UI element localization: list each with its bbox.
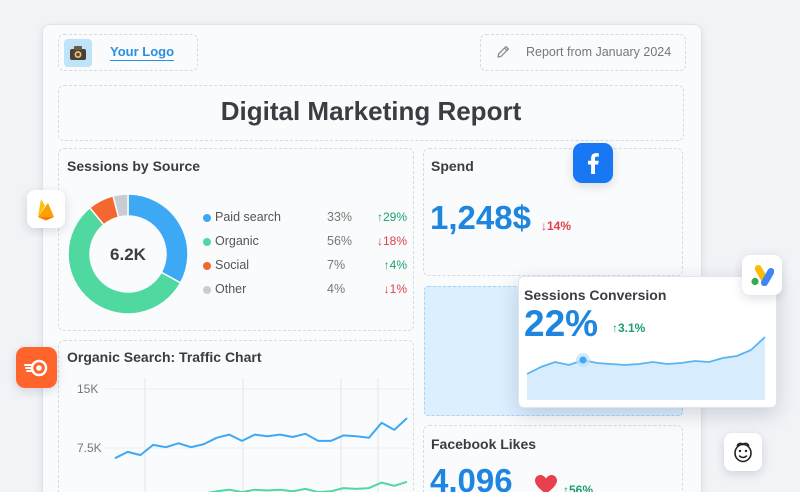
traffic-series-line-2 [176, 480, 408, 492]
google-ads-icon[interactable] [742, 255, 782, 295]
legend-label: Paid search [215, 210, 282, 224]
legend-row: Organic 56% ↓18% [203, 234, 413, 250]
page-title: Digital Marketing Report [220, 96, 522, 126]
sessions-conversion-change: ↑3.1% [612, 321, 646, 335]
facebook-icon[interactable] [573, 143, 613, 183]
facebook-likes-card [423, 425, 683, 492]
logo-text[interactable]: Your Logo [110, 44, 175, 61]
spend-title: Spend [431, 158, 474, 174]
logo-box[interactable] [58, 34, 198, 71]
legend-percent: 56% [327, 234, 353, 248]
donut-slice-other [112, 193, 129, 219]
legend-label: Social [215, 258, 250, 272]
spend-card [423, 148, 683, 276]
y-tick-7-5k: 7.5K [77, 441, 102, 455]
legend-row: Other 4% ↓1% [203, 282, 413, 298]
legend-color-dot [203, 214, 211, 222]
legend-change: ↓18% [376, 234, 407, 248]
sessions-total: 6.2K [110, 245, 147, 264]
sparkline-area [527, 337, 765, 400]
legend-label: Other [215, 282, 247, 296]
sessions-conversion-title: Sessions Conversion [524, 287, 667, 303]
heart-icon [535, 475, 557, 492]
legend-color-dot [203, 286, 211, 294]
sessions-conversion-value: 22% [524, 303, 599, 344]
facebook-likes-title: Facebook Likes [431, 436, 537, 452]
legend-change: ↑4% [383, 258, 407, 272]
pencil-icon[interactable] [495, 44, 511, 60]
sessions-by-source-title: Sessions by Source [67, 158, 201, 174]
title-box [58, 85, 684, 141]
legend-change: ↑29% [376, 210, 407, 224]
report-date-box[interactable] [480, 34, 686, 71]
legend-change: ↓1% [383, 282, 407, 296]
report-date: Report from January 2024 [526, 45, 672, 59]
legend-color-dot [203, 238, 211, 246]
sessions-conversion-sparkline [526, 336, 766, 400]
facebook-likes-value: 4,096 [430, 462, 513, 492]
spend-value: 1,248$ [430, 199, 531, 236]
donut-slice-organic [67, 206, 182, 315]
donut-slice-paid-search [127, 193, 189, 284]
organic-chart-title: Organic Search: Traffic Chart [67, 349, 262, 365]
y-tick-15k: 15K [77, 382, 99, 396]
organic-traffic-chart [105, 378, 410, 492]
mailchimp-icon[interactable] [724, 433, 762, 471]
facebook-likes-change: ↑56% [563, 483, 594, 492]
semrush-icon[interactable] [16, 347, 57, 388]
legend-percent: 7% [327, 258, 346, 272]
sessions-by-source-card [58, 148, 414, 331]
sparkline-hover-point[interactable] [579, 356, 587, 364]
legend-label: Organic [215, 234, 259, 248]
firebase-icon[interactable] [27, 190, 65, 228]
traffic-series-line-1 [114, 417, 408, 460]
sessions-donut-chart: 6.2K [67, 193, 189, 315]
legend-color-dot [203, 262, 211, 270]
photo-icon [64, 39, 92, 67]
legend-percent: 4% [327, 282, 346, 296]
legend-row: Social 7% ↑4% [203, 258, 413, 274]
legend-row: Paid search 33% ↑29% [203, 210, 413, 226]
organic-chart-card [58, 340, 414, 492]
sparkline-line [526, 336, 766, 375]
legend-percent: 33% [327, 210, 353, 224]
spend-change: ↓14% [541, 219, 572, 233]
